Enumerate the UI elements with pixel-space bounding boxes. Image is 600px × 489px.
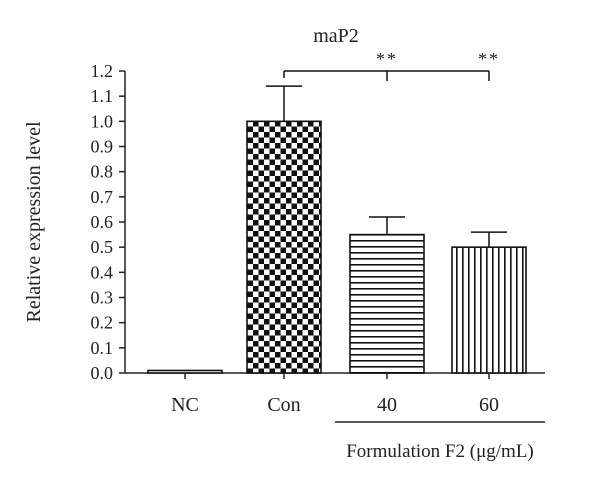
y-axis-label: Relative expression level bbox=[23, 121, 45, 322]
x-tick-label: 40 bbox=[377, 394, 397, 416]
y-tick-label: 0.0 bbox=[91, 363, 114, 383]
y-tick-label: 0.7 bbox=[91, 187, 114, 207]
y-tick-label: 0.9 bbox=[91, 137, 114, 157]
significance-label: ** bbox=[478, 49, 500, 69]
y-tick-label: 1.0 bbox=[91, 111, 114, 131]
group-label: Formulation F2 (μg/mL) bbox=[346, 441, 534, 462]
bar-nc bbox=[147, 369, 223, 374]
bar-40 bbox=[349, 233, 425, 374]
x-tick-label: 60 bbox=[479, 394, 499, 416]
y-tick-label: 0.2 bbox=[91, 313, 114, 333]
y-tick-label: 0.8 bbox=[91, 162, 114, 182]
significance-label: ** bbox=[376, 49, 398, 69]
y-tick-label: 0.3 bbox=[91, 288, 114, 308]
x-tick-label: Con bbox=[267, 394, 300, 416]
bar-con bbox=[246, 120, 322, 374]
y-tick-label: 0.5 bbox=[91, 237, 114, 257]
chart-title: maP2 bbox=[313, 25, 359, 47]
y-tick-label: 0.4 bbox=[91, 262, 114, 282]
y-tick-label: 1.1 bbox=[91, 86, 114, 106]
bar-60 bbox=[451, 246, 527, 374]
y-tick-label: 0.1 bbox=[91, 338, 114, 358]
y-tick-label: 1.2 bbox=[91, 61, 114, 81]
x-tick-label: NC bbox=[171, 394, 199, 416]
y-tick-label: 0.6 bbox=[91, 212, 114, 232]
